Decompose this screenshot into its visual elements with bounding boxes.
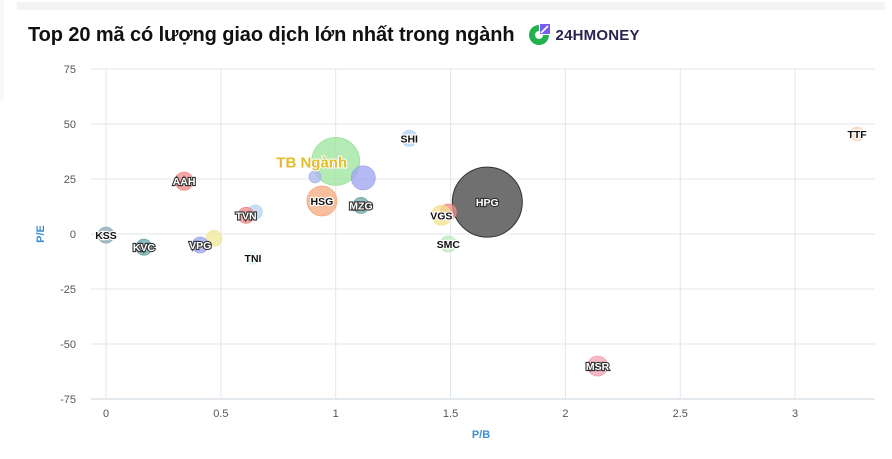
bubble-msr[interactable] <box>587 355 608 377</box>
bubble-kvc[interactable] <box>135 238 153 256</box>
bubble-label: KVC <box>133 242 156 254</box>
bubble-label: TNI <box>245 253 262 265</box>
logo-text: 24HMONEY <box>555 26 640 44</box>
bubble-unlabeled[interactable] <box>205 229 223 247</box>
bubble-vgs[interactable] <box>430 204 452 226</box>
y-tick-label: 50 <box>64 119 76 131</box>
bubble-smc[interactable] <box>439 235 457 253</box>
y-tick-label: 75 <box>64 64 76 76</box>
bubble-aah[interactable] <box>174 171 194 191</box>
bubble-mzg[interactable] <box>352 196 370 214</box>
bubble-tb-ngành[interactable] <box>311 136 361 186</box>
bubble-ttf[interactable] <box>849 126 865 142</box>
bubble-kss[interactable] <box>97 226 115 244</box>
bubble-label: MSR <box>586 361 610 373</box>
bubble-shi[interactable] <box>400 129 418 147</box>
bubble-label: SHI <box>400 133 418 145</box>
x-tick-label: 2 <box>562 408 568 420</box>
bubble-label: HSG <box>311 196 334 208</box>
left-edge <box>0 0 4 100</box>
bubble-label: MZG <box>349 200 372 212</box>
brand-logo[interactable]: 24HMONEY <box>527 23 640 47</box>
bubble-label: TTF <box>847 129 867 141</box>
24hmoney-logo-icon <box>528 24 550 45</box>
y-tick-label: 0 <box>70 229 76 241</box>
y-tick-label: -25 <box>60 284 76 296</box>
bubbles <box>97 126 865 377</box>
bubble-unlabeled[interactable] <box>308 170 322 184</box>
bubble-tvn[interactable] <box>237 206 255 224</box>
x-axis-label: P/B <box>472 429 490 441</box>
x-tick-label: 1.5 <box>443 408 458 420</box>
bubble-vpg[interactable] <box>191 236 209 254</box>
x-tick-label: 0 <box>103 408 109 420</box>
x-tick-label: 0.5 <box>213 408 228 420</box>
x-tick-label: 3 <box>792 408 798 420</box>
bubble-tni[interactable] <box>246 251 260 265</box>
bubble-labels: TB Ngành HPG HSG MZG SHI VGS SMC AAH TVN TNI VPG KV… <box>94 128 868 374</box>
chart-header: Top 20 mã có lượng giao dịch lớn nhất tr… <box>28 20 640 50</box>
bubble-label: TVN <box>236 210 257 222</box>
y-tick-label: -75 <box>60 394 76 406</box>
x-tick-label: 2.5 <box>673 408 688 420</box>
bubble-unlabeled[interactable] <box>350 165 376 191</box>
top-bar <box>17 2 885 10</box>
bubble-label: VGS <box>430 210 452 222</box>
bubble-label: SMC <box>437 239 461 251</box>
chart-title: Top 20 mã có lượng giao dịch lớn nhất tr… <box>28 23 515 46</box>
y-tick-label: 25 <box>64 174 76 186</box>
bubble-hpg[interactable] <box>451 166 523 238</box>
bubble-label: TB Ngành <box>276 154 347 171</box>
bubble-label: VPG <box>189 240 211 252</box>
x-tick-label: 1 <box>333 408 339 420</box>
bubble-label: HPG <box>476 197 499 209</box>
y-tick-label: -50 <box>60 339 76 351</box>
y-axis-label: P/E <box>35 225 47 243</box>
bubble-label: AAH <box>173 176 196 188</box>
bubble-hsg[interactable] <box>306 185 338 217</box>
axis-ticks: 75 50 25 0 -25 -50 -75 0 0.5 1 1.5 2 2.5 3 <box>60 64 798 420</box>
bubble-label: KSS <box>95 230 117 242</box>
